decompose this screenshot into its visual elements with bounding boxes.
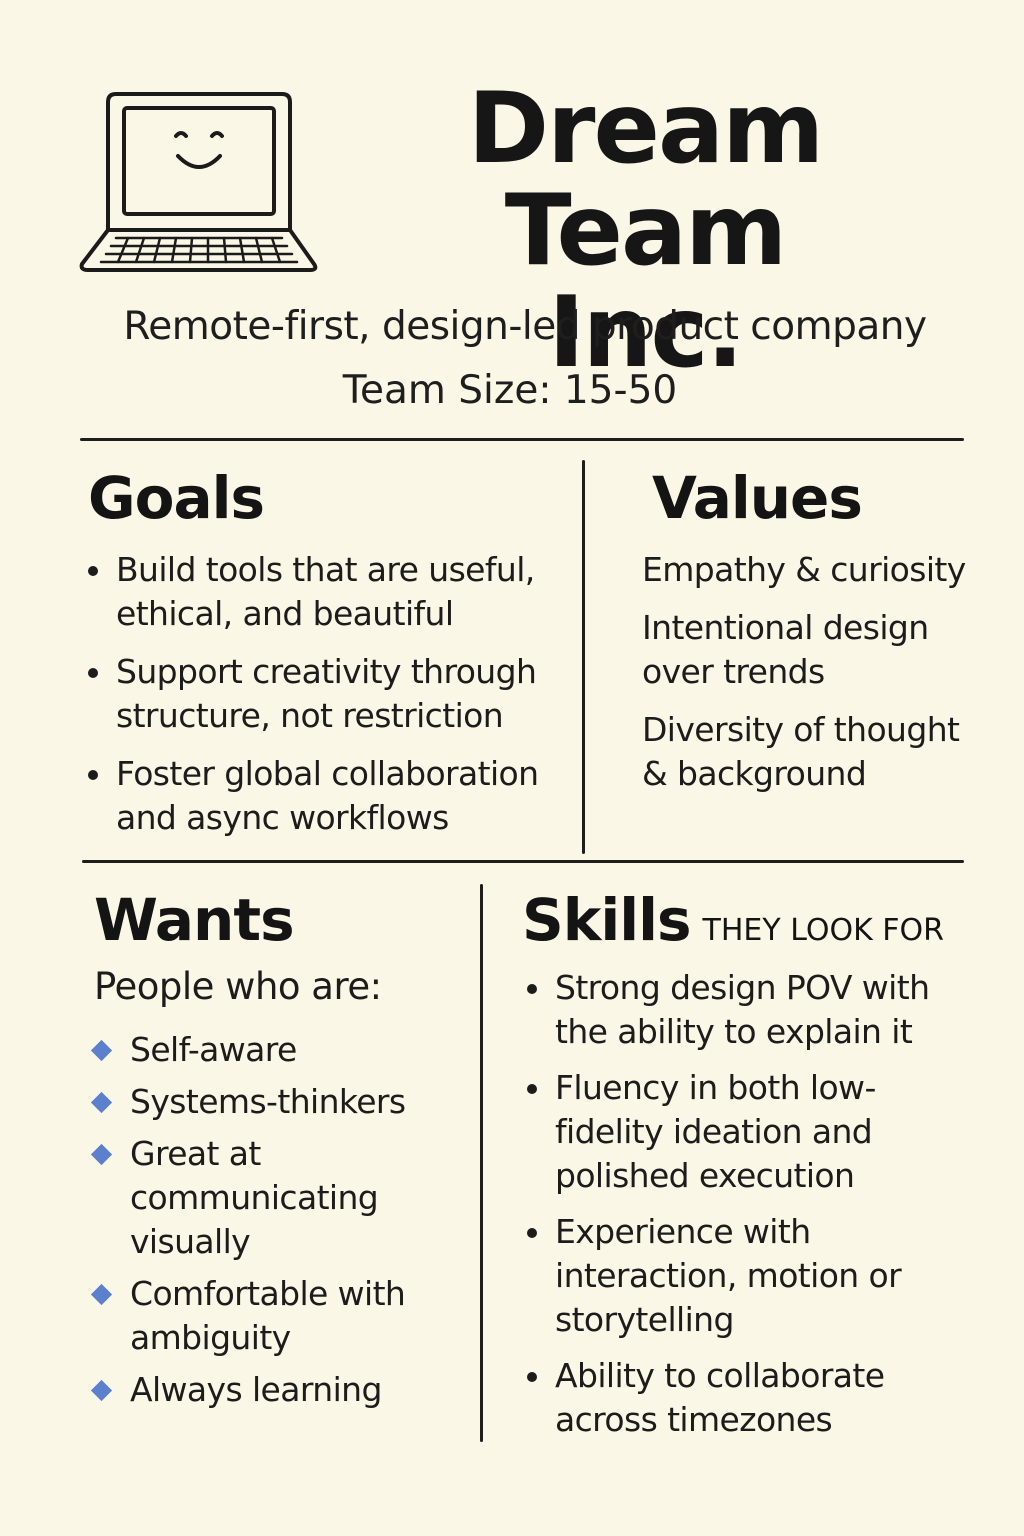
goals-item: Support creativity through structure, no… [88,650,576,738]
bullet-dot-icon [527,1228,537,1238]
wants-item: Great at communicating visually [90,1132,460,1264]
bullet-dot-icon [527,984,537,994]
company-title-line1: Dream Team [467,72,824,288]
goals-item: Build tools that are useful, ethical, an… [88,548,576,636]
diamond-bullet-icon [90,1091,113,1114]
goals-list: Build tools that are useful, ethical, an… [88,548,576,854]
skills-item: Fluency in both low-fidelity ideation an… [527,1066,955,1198]
divider-middle [82,860,964,863]
skills-list: Strong design POV with the ability to ex… [527,966,955,1454]
bullet-dot-icon [527,1084,537,1094]
diamond-bullet-icon [90,1039,113,1062]
team-size: Team Size: 15-50 [342,368,678,413]
wants-item: Self-aware [90,1028,460,1072]
values-item: Empathy & curiosity [642,550,966,589]
skills-title: Skills [522,886,692,954]
goals-heading: Goals [88,464,265,532]
skills-item: Ability to collaborate across timezones [527,1354,955,1442]
bullet-dot-icon [88,770,98,780]
divider-vertical-lower [480,884,483,1442]
company-tagline: Remote-first, design-led product company [123,304,927,349]
wants-item: Systems-thinkers [90,1080,460,1124]
bullet-dot-icon [527,1372,537,1382]
skills-item: Experience with interaction, motion or s… [527,1210,955,1342]
bullet-dot-icon [88,566,98,576]
smiling-laptop-icon [79,92,318,272]
values-item: Diversity of thought & background [642,710,960,793]
diamond-bullet-icon [90,1143,113,1166]
divider-top [80,438,964,441]
bullet-dot-icon [88,668,98,678]
values-heading: Values [652,464,863,532]
divider-vertical-upper [582,460,585,854]
company-title-line2: Inc. [548,276,744,390]
values-item: Intentional design over trends [642,608,929,691]
diamond-bullet-icon [90,1283,113,1306]
skills-subtitle: they look for [702,913,945,948]
wants-intro: People who are: [94,965,382,1008]
wants-heading: Wants [94,886,295,954]
skills-heading: Skills they look for [522,888,944,963]
wants-item: Comfortable with ambiguity [90,1272,460,1360]
company-title: Dream Team Inc. [330,78,960,384]
wants-item: Always learning [90,1368,460,1412]
skills-item: Strong design POV with the ability to ex… [527,966,955,1054]
wants-list: Self-aware Systems-thinkers Great at com… [90,1028,460,1420]
values-list: Empathy & curiosity Intentional design o… [642,548,972,810]
diamond-bullet-icon [90,1379,113,1402]
goals-item: Foster global collaboration and async wo… [88,752,576,840]
